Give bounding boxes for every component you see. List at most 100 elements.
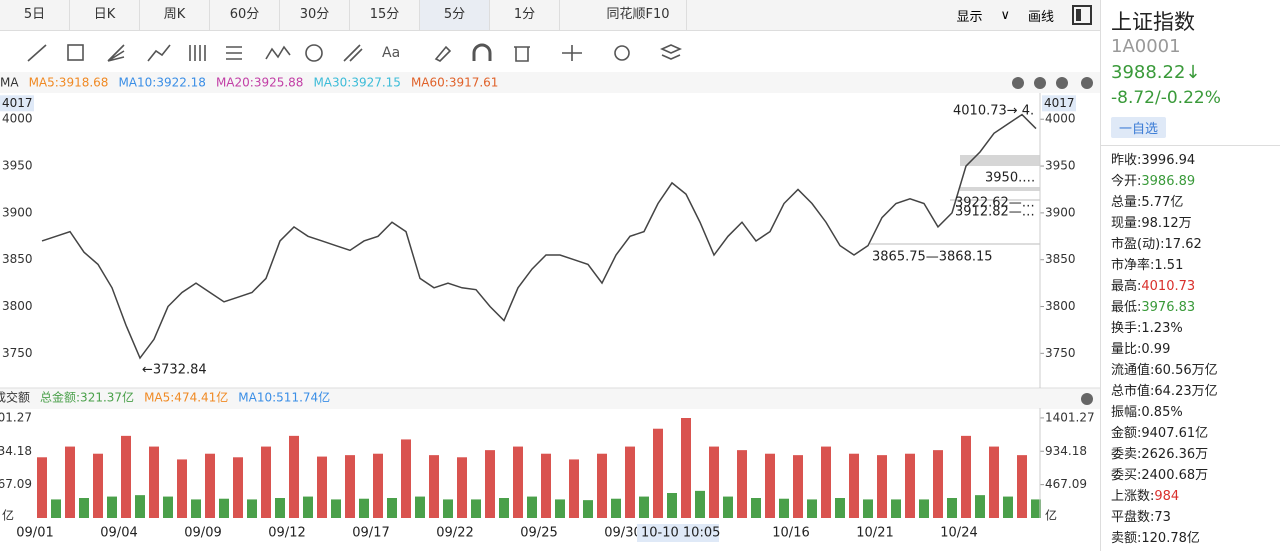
tab[interactable]: 30分	[280, 0, 350, 30]
layers-tool[interactable]	[660, 44, 682, 60]
tab[interactable]: 同花顺F10	[590, 0, 687, 30]
collapse[interactable]	[1056, 77, 1068, 89]
divider	[1101, 145, 1280, 146]
tab[interactable]: 60分	[210, 0, 280, 30]
index-title: 上证指数	[1111, 10, 1195, 34]
volume-bar	[737, 450, 747, 518]
tab[interactable]: 显示	[956, 9, 983, 25]
volume-bar	[429, 455, 439, 518]
fan-tool[interactable]	[107, 44, 125, 62]
y-tick-label: 3800	[1045, 299, 1076, 313]
y-tick-label-left: 934.18	[0, 444, 32, 458]
settings[interactable]	[1081, 393, 1093, 405]
volume-bar	[849, 453, 859, 518]
volume-bar	[639, 496, 649, 518]
chevron: ∨	[1000, 7, 1010, 23]
volume-bar	[177, 459, 187, 518]
tab[interactable]: 日K	[70, 0, 140, 30]
y-tick-label-left: 4000	[2, 112, 33, 126]
toolbar: Aa	[27, 43, 682, 62]
quote-value: 3996.94	[1141, 153, 1196, 168]
volume-bar	[233, 457, 243, 518]
volume-bar	[1003, 496, 1013, 518]
quote-value: 3986.89	[1141, 174, 1196, 189]
x-tick-label: 09/17	[352, 526, 389, 541]
annotation: 3912.82—…	[955, 205, 1035, 220]
zoom-in[interactable]	[1034, 77, 1046, 89]
quote-label: 量比:	[1111, 342, 1142, 357]
volume-bar	[135, 495, 145, 518]
watchlist-button[interactable]: 一自选	[1111, 117, 1167, 138]
pen-tool[interactable]	[434, 45, 452, 62]
volume-bar	[667, 493, 677, 518]
quote-row: 委买:2400.68万	[1111, 465, 1208, 486]
settings[interactable]	[1081, 77, 1093, 89]
cursor-value-bg	[0, 95, 34, 112]
x-tick-label: 09/01	[16, 526, 53, 541]
split-tool[interactable]	[562, 45, 582, 61]
rect-tool[interactable]	[67, 44, 84, 61]
tab[interactable]: 画线	[1027, 9, 1054, 25]
volume-bar	[513, 446, 523, 518]
pattern-tool[interactable]	[265, 45, 291, 60]
line-tool[interactable]	[27, 44, 47, 62]
quote-label: 换手:	[1111, 321, 1142, 336]
quote-value: 984	[1154, 489, 1180, 504]
quote-value: 17.62	[1164, 237, 1202, 252]
settings-tool[interactable]	[614, 45, 630, 61]
y-tick-label: 3750	[1045, 346, 1076, 360]
quote-row: 最高:4010.73	[1111, 276, 1195, 297]
volume-bar	[611, 498, 621, 518]
quote-row: 换手:1.23%	[1111, 318, 1183, 339]
tab[interactable]: 5分	[420, 0, 490, 30]
quote-label: 总市值:	[1111, 384, 1155, 399]
zoom-out[interactable]	[1012, 77, 1024, 89]
quote-value: 64.23万亿	[1154, 384, 1218, 399]
volume-bar	[107, 496, 117, 518]
level-band	[960, 155, 1040, 166]
tab[interactable]: 5日	[0, 0, 70, 30]
tab[interactable]: 1分	[490, 0, 560, 30]
quote-value: 4010.73	[1141, 279, 1196, 294]
volume-bar	[723, 496, 733, 518]
volume-bar	[779, 498, 789, 518]
y-tick-label: 3950	[1045, 159, 1076, 173]
quote-label: 最低:	[1111, 300, 1142, 315]
gann-tool[interactable]	[343, 44, 363, 62]
index-change: -8.72/-0.22%	[1111, 88, 1221, 108]
layout-icon[interactable]	[1072, 5, 1092, 25]
quote-label: 现量:	[1111, 216, 1142, 231]
volume-bar	[387, 498, 397, 518]
font-tool[interactable]: Aa	[382, 45, 400, 61]
legend-bar	[0, 388, 1100, 409]
tab[interactable]: 周K	[140, 0, 210, 30]
tab[interactable]: 15分	[350, 0, 420, 30]
x-tick-label: 09/30	[604, 526, 641, 541]
legend-entry: MA	[0, 76, 19, 90]
x-tick-label: 09/09	[184, 526, 221, 541]
volume-bar	[625, 446, 635, 518]
cycle-tool[interactable]	[189, 45, 206, 61]
cursor-value-bg	[1042, 95, 1076, 112]
quote-row: 今开:3986.89	[1111, 171, 1195, 192]
quote-label: 市净率:	[1111, 258, 1155, 273]
circle-tool[interactable]	[305, 44, 323, 62]
quote-label: 流通值:	[1111, 363, 1155, 378]
volume-bar	[331, 499, 341, 518]
fib-tool[interactable]	[226, 46, 242, 60]
volume-bar	[877, 455, 887, 518]
delete-tool[interactable]	[514, 46, 530, 62]
y-tick-label-left: 3800	[2, 299, 33, 313]
quote-label: 委卖:	[1111, 447, 1142, 462]
volume-bar	[485, 450, 495, 518]
volume-bar	[891, 499, 901, 518]
volume-bar	[499, 498, 509, 518]
wave-tool[interactable]	[147, 44, 171, 62]
legend-bar	[0, 72, 1100, 93]
quote-value: 1.51	[1154, 258, 1184, 273]
volume-bar	[947, 498, 957, 518]
quote-label: 平盘数:	[1111, 510, 1155, 525]
magnet-tool[interactable]	[472, 43, 492, 61]
quote-value: 98.12万	[1141, 216, 1192, 231]
